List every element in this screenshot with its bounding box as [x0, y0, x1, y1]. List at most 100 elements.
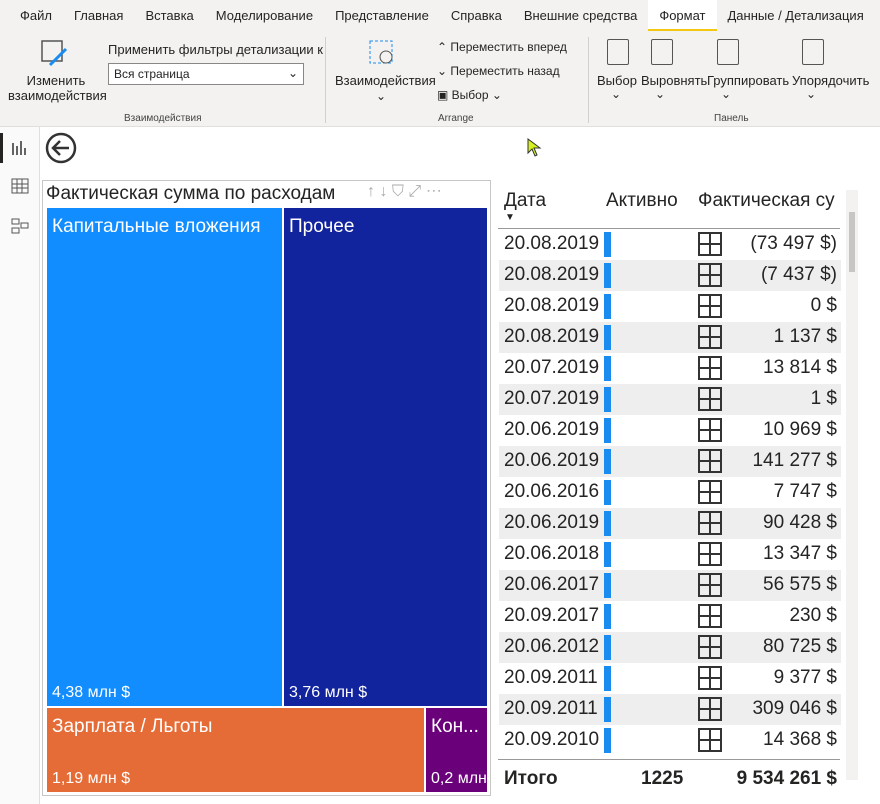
- group-label: Arrange: [438, 113, 474, 124]
- visual-header-icons[interactable]: ↑ ↓ ⛉ ⤢ ⋯: [367, 183, 442, 200]
- pane-button[interactable]: Выровнять: [641, 73, 708, 88]
- data-view-icon[interactable]: [11, 177, 29, 195]
- view-sidebar: [0, 127, 40, 804]
- kpi-icon: [698, 387, 722, 411]
- active-bar: [604, 542, 611, 567]
- table-row[interactable]: 20.06.2012 80 725 $: [499, 632, 841, 663]
- ribbon-tab[interactable]: Данные / Детализация: [727, 8, 864, 23]
- amount-cell: 13 347 $: [763, 543, 837, 564]
- pane-button[interactable]: Группировать: [707, 73, 790, 88]
- date-cell: 20.07.2019: [504, 388, 600, 409]
- treemap-tile[interactable]: Прочее 3,76 млн $: [284, 208, 487, 706]
- amount-cell: 14 368 $: [763, 729, 837, 750]
- ribbon-tab[interactable]: Файл: [20, 8, 52, 23]
- drill-select[interactable]: Вся страница ⌄: [108, 63, 304, 85]
- table-row[interactable]: 20.06.2019 10 969 $: [499, 415, 841, 446]
- bring-forward[interactable]: ⌃ Переместить вперед: [437, 40, 567, 54]
- treemap-tile[interactable]: Капитальные вложения 4,38 млн $: [47, 208, 282, 706]
- table-row[interactable]: 20.06.2019 90 428 $: [499, 508, 841, 539]
- table-row[interactable]: 20.09.2011 9 377 $: [499, 663, 841, 694]
- report-view-icon[interactable]: [11, 139, 29, 157]
- table-row[interactable]: 20.08.2019 (73 497 $): [499, 229, 841, 260]
- table-row[interactable]: 20.09.2011 309 046 $: [499, 694, 841, 725]
- treemap-visual[interactable]: Фактическая сумма по расходам ↑ ↓ ⛉ ⤢ ⋯: [42, 180, 491, 796]
- column-header[interactable]: Активно: [606, 190, 678, 211]
- table-row[interactable]: 20.06.2016 7 747 $: [499, 477, 841, 508]
- tile-value: 1,19 млн $: [52, 770, 131, 787]
- amount-cell: 10 969 $: [763, 419, 837, 440]
- active-bar: [604, 356, 611, 381]
- scrollbar[interactable]: [846, 190, 858, 780]
- pane-button[interactable]: Выбор: [597, 73, 637, 88]
- tile-value: 4,38 млн $: [52, 684, 131, 701]
- date-cell: 20.08.2019: [504, 264, 600, 285]
- interactions-button[interactable]: Взаимодействия: [335, 73, 436, 88]
- treemap-tile[interactable]: Зарплата / Льготы 1,19 млн $: [47, 708, 424, 792]
- tile-value: 3,76 млн $: [289, 684, 368, 701]
- send-backward-label: Переместить назад: [450, 64, 560, 78]
- dropdown-caret: ⌄: [806, 87, 817, 101]
- ribbon-tab[interactable]: Представление: [335, 8, 429, 23]
- table-row[interactable]: 20.08.2019 1 137 $: [499, 322, 841, 353]
- date-cell: 20.06.2017: [504, 574, 600, 595]
- amount-cell: 9 377 $: [773, 667, 837, 688]
- pane-icon: [717, 39, 739, 65]
- ribbon: Изменить взаимодействия Применить фильтр…: [0, 31, 880, 127]
- active-bar: [604, 666, 611, 691]
- amount-cell: 90 428 $: [763, 512, 837, 533]
- treemap-tile[interactable]: Кон... 0,2 млн $: [426, 708, 487, 792]
- ribbon-tab[interactable]: Вставка: [145, 8, 194, 23]
- amount-cell: 309 046 $: [752, 698, 837, 719]
- pane-icon: [651, 39, 673, 65]
- column-header[interactable]: Фактическая су: [698, 190, 835, 211]
- active-bar: [604, 480, 611, 505]
- ribbon-tab[interactable]: Формат: [648, 0, 717, 31]
- table-row[interactable]: 20.07.2019 1 $: [499, 384, 841, 415]
- amount-cell: 80 725 $: [763, 636, 837, 657]
- date-cell: 20.06.2016: [504, 481, 600, 502]
- kpi-icon: [698, 325, 722, 349]
- table-row[interactable]: 20.07.2019 13 814 $: [499, 353, 841, 384]
- table-row[interactable]: 20.08.2019 (7 437 $): [499, 260, 841, 291]
- selection-button[interactable]: ▣ Выбор ⌄: [437, 88, 502, 102]
- tile-label: Капитальные вложения: [52, 216, 261, 237]
- ribbon-tab[interactable]: Внешние средства: [523, 8, 638, 23]
- column-header[interactable]: Дата: [504, 190, 547, 211]
- date-cell: 20.09.2010: [504, 729, 600, 750]
- table-row[interactable]: 20.09.2017 230 $: [499, 601, 841, 632]
- amount-cell: 13 814 $: [763, 357, 837, 378]
- group-label: Панель: [714, 113, 749, 124]
- kpi-icon: [698, 263, 722, 287]
- table-row[interactable]: 20.06.2018 13 347 $: [499, 539, 841, 570]
- treemap-title: Фактическая сумма по расходам: [46, 183, 336, 204]
- dropdown-caret: ⌄: [611, 87, 622, 101]
- active-bar: [604, 232, 611, 257]
- model-view-icon[interactable]: [11, 217, 29, 235]
- active-bar: [604, 449, 611, 474]
- date-cell: 20.06.2012: [504, 636, 600, 657]
- amount-cell: (73 497 $): [750, 233, 837, 254]
- pane-button[interactable]: Упорядочить: [792, 73, 870, 88]
- group-label: Взаимодействия: [124, 113, 202, 124]
- total-active: 1225: [641, 768, 684, 789]
- kpi-icon: [698, 232, 722, 256]
- active-bar: [604, 294, 611, 319]
- cursor: [527, 138, 542, 157]
- date-cell: 20.08.2019: [504, 295, 600, 316]
- send-backward[interactable]: ⌄ Переместить назад: [437, 64, 560, 78]
- edit-interactions-button[interactable]: Изменить взаимодействия: [8, 73, 107, 103]
- back-button[interactable]: [44, 132, 78, 166]
- table-row[interactable]: 20.06.2019 141 277 $: [499, 446, 841, 477]
- amount-cell: 1 $: [810, 388, 837, 409]
- table-row[interactable]: 20.08.2019 0 $: [499, 291, 841, 322]
- active-bar: [604, 604, 611, 629]
- tile-label: Прочее: [289, 216, 355, 237]
- ribbon-tab[interactable]: Главная: [73, 8, 124, 23]
- ribbon-tab[interactable]: Справка: [450, 8, 502, 23]
- ribbon-tab[interactable]: Моделирование: [215, 8, 314, 23]
- dropdown-caret: ⌄: [721, 87, 732, 101]
- table-row[interactable]: 20.09.2010 14 368 $: [499, 725, 841, 756]
- amount-cell: 7 747 $: [773, 481, 837, 502]
- table-row[interactable]: 20.06.2017 56 575 $: [499, 570, 841, 601]
